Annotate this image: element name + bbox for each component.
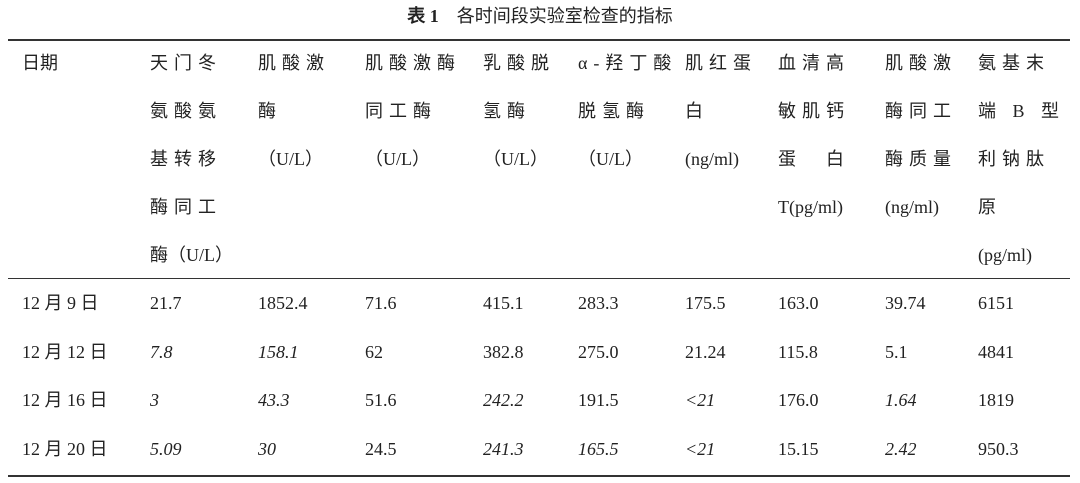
table-cell: 7.8 [150, 341, 173, 362]
header-cell: T(pg/ml) [778, 197, 843, 217]
table-cell: 1819 [978, 390, 1014, 410]
header-cell: 蛋 白 [778, 149, 850, 169]
table-cell: 43.3 [258, 390, 290, 410]
header-cell: 酶同工 [150, 197, 222, 217]
header-cell: （U/L） [578, 149, 643, 169]
table-cell: 6151 [978, 293, 1014, 313]
table-cell: 158.1 [258, 341, 299, 362]
table-cell: 950.3 [978, 438, 1019, 459]
header-cell: 肌酸激酶 [365, 53, 461, 73]
table-cell: 5.1 [885, 341, 908, 362]
header-cell: (pg/ml) [978, 245, 1032, 265]
header-cell: （U/L） [258, 149, 323, 169]
table-cell: 21.24 [685, 341, 726, 362]
header-rule [8, 278, 1070, 279]
table-cell: 30 [258, 438, 276, 459]
header-cell: 端 B 型 [978, 101, 1066, 121]
header-cell: 氨基末 [978, 53, 1050, 73]
table-cell: 12 月 16 日 [22, 390, 108, 410]
table-cell: 1852.4 [258, 293, 308, 313]
header-cell: 原 [978, 197, 1002, 217]
table-cell: 242.2 [483, 390, 524, 410]
table-cell: 2.42 [885, 438, 917, 459]
table-cell: 24.5 [365, 438, 397, 459]
table-cell: 62 [365, 341, 383, 362]
table-cell: 283.3 [578, 293, 619, 313]
header-cell: 天门冬 [150, 53, 222, 73]
header-cell: 酶 [258, 101, 282, 121]
header-cell: （U/L） [365, 149, 430, 169]
table-cell: 165.5 [578, 438, 619, 459]
header-cell: 肌酸激 [885, 53, 957, 73]
table-cell: 115.8 [778, 341, 818, 362]
header-cell: 脱氢酶 [578, 101, 650, 121]
table-cell: 163.0 [778, 293, 819, 313]
header-cell: 肌酸激 [258, 53, 330, 73]
header-cell: 酶（U/L） [150, 245, 233, 265]
header-cell: 氢酶 [483, 101, 531, 121]
header-cell: 利钠肽 [978, 149, 1050, 169]
table-cell: 175.5 [685, 293, 726, 313]
top-rule [8, 39, 1070, 41]
table-cell: 275.0 [578, 341, 619, 362]
header-cell: 日期 [22, 53, 58, 73]
header-cell: 敏肌钙 [778, 101, 850, 121]
table-cell: 51.6 [365, 390, 397, 410]
table-cell: 1.64 [885, 390, 917, 410]
table-cell: 12 月 9 日 [22, 293, 99, 313]
table-cell: <21 [685, 390, 716, 410]
table-cell: 12 月 20 日 [22, 438, 108, 459]
table-cell: 4841 [978, 341, 1014, 362]
table-cell: 191.5 [578, 390, 619, 410]
header-cell: 血清高 [778, 53, 850, 73]
table-title: 表 1 各时间段实验室检查的指标 [0, 5, 1080, 27]
header-cell: 基转移 [150, 149, 222, 169]
table-cell: 71.6 [365, 293, 397, 313]
header-cell: 肌红蛋 [685, 53, 757, 73]
table-cell: 39.74 [885, 293, 926, 313]
header-cell: (ng/ml) [885, 197, 939, 217]
header-cell: (ng/ml) [685, 149, 739, 169]
table-cell: 3 [150, 390, 159, 410]
header-cell: 乳酸脱 [483, 53, 555, 73]
header-cell: 氨酸氨 [150, 101, 222, 121]
table-cell: 21.7 [150, 293, 182, 313]
header-cell: （U/L） [483, 149, 548, 169]
table-cell: 382.8 [483, 341, 524, 362]
title-label: 表 1 [407, 6, 439, 26]
table-cell: 415.1 [483, 293, 524, 313]
header-cell: 酶质量 [885, 149, 957, 169]
title-text: 各时间段实验室检查的指标 [456, 6, 673, 26]
table-cell: 15.15 [778, 438, 819, 459]
table-cell: 241.3 [483, 438, 524, 459]
header-cell: α-羟丁酸 [578, 53, 678, 73]
header-cell: 同工酶 [365, 101, 437, 121]
table-cell: <21 [685, 438, 716, 459]
header-cell: 白 [685, 101, 709, 121]
bottom-rule [8, 475, 1070, 477]
header-cell: 酶同工 [885, 101, 957, 121]
table-cell: 176.0 [778, 390, 819, 410]
table-cell: 5.09 [150, 438, 182, 459]
table-cell: 12 月 12 日 [22, 341, 108, 362]
